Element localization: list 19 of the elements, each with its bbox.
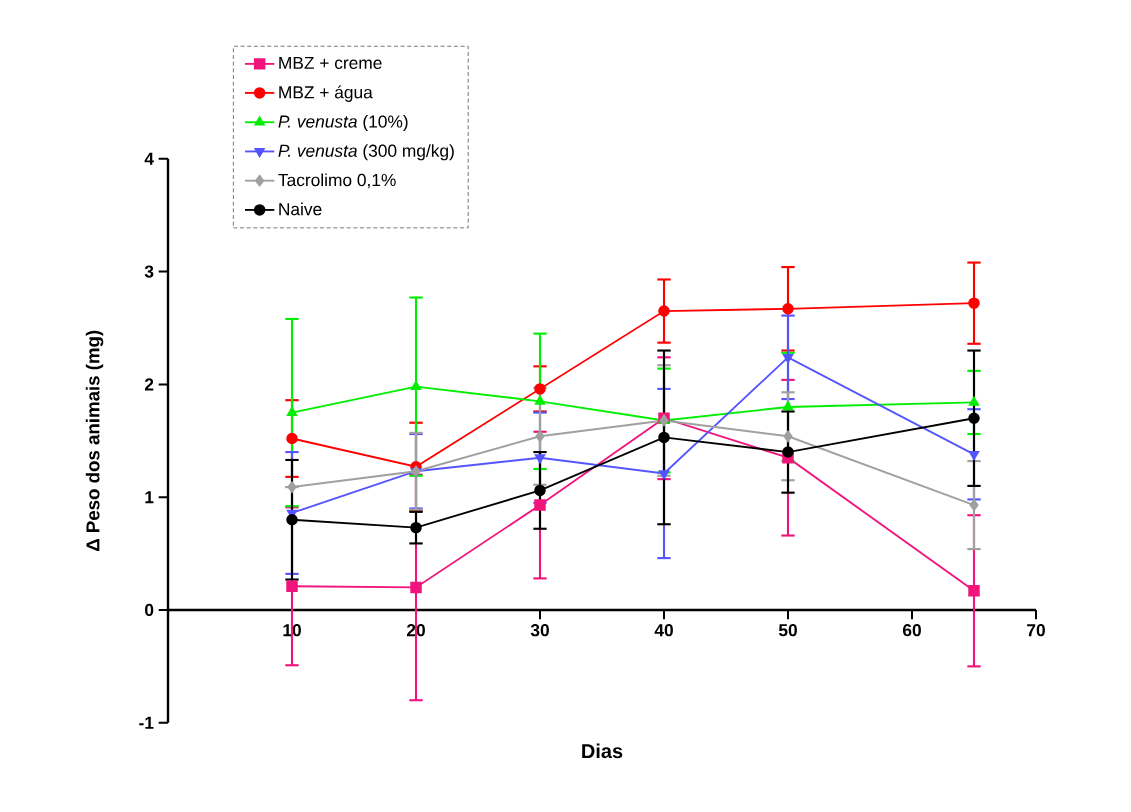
legend-label: MBZ + creme <box>279 56 382 70</box>
y-tick-label: 0 <box>145 603 154 617</box>
y-axis-title: Δ Peso dos animais (mg) <box>85 330 104 551</box>
legend-label: P. venusta (10%) <box>278 114 408 132</box>
x-tick-label: 60 <box>902 624 921 637</box>
x-tick-label: 50 <box>778 624 797 637</box>
x-axis-title: Dias <box>582 743 623 759</box>
legend-label: P. venusta (300 mg/kg) <box>278 144 454 161</box>
y-tick-label: 2 <box>144 378 154 391</box>
legend-label: MBZ + água <box>279 85 373 102</box>
y-tick-label: -1 <box>139 716 154 729</box>
x-tick-label: 70 <box>1027 624 1045 637</box>
y-tick-label: 3 <box>144 265 154 278</box>
legend-label: Naive <box>279 202 322 216</box>
x-tick-label: 30 <box>530 624 549 637</box>
y-tick-label: 4 <box>144 152 154 165</box>
legend-label: Tacrolimo 0,1% <box>278 173 396 189</box>
x-tick-label: 40 <box>654 624 673 637</box>
y-tick-label: 1 <box>145 491 154 504</box>
